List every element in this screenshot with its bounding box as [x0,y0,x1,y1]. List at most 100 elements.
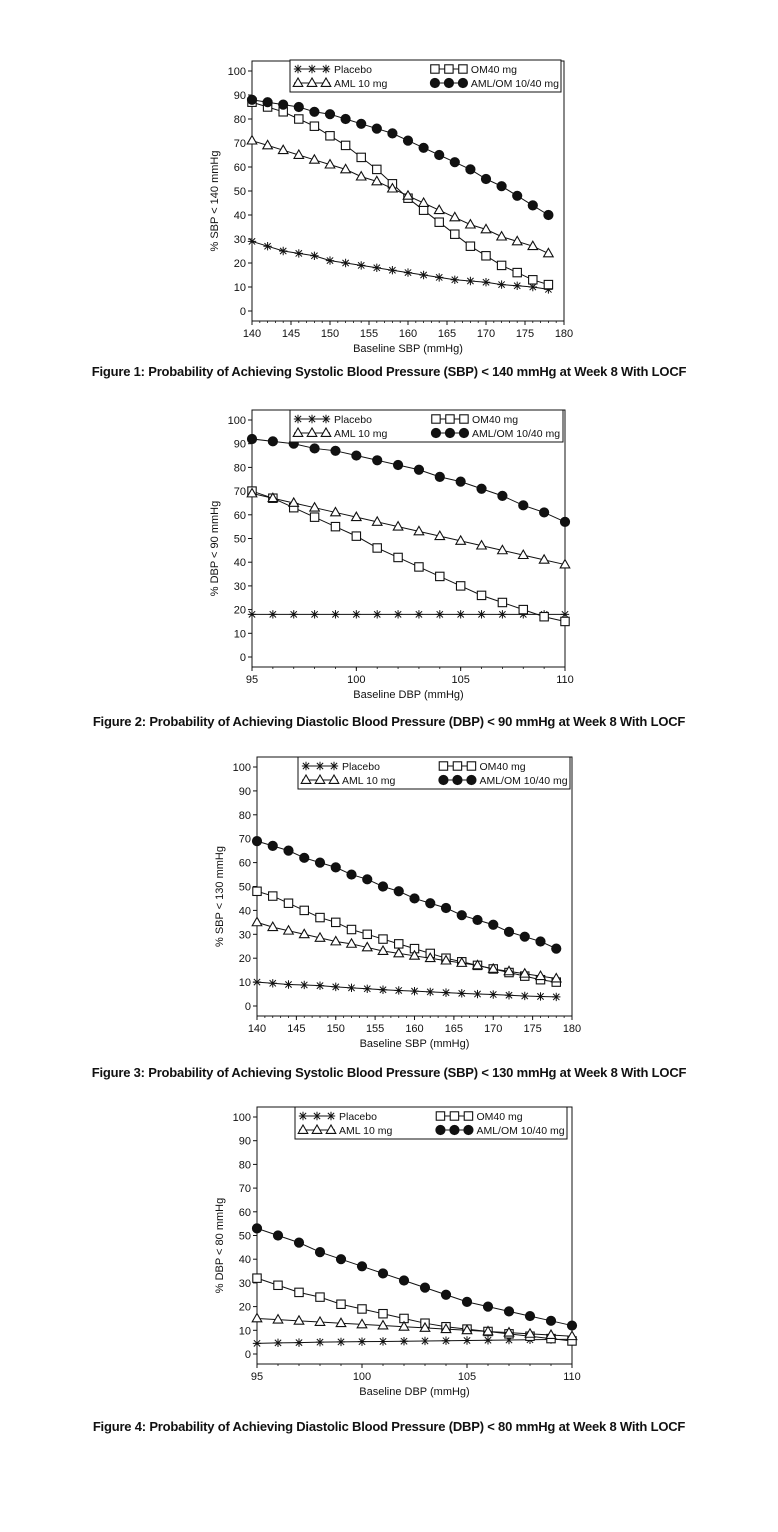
data-point [246,487,258,498]
data-point [268,610,278,619]
data-point [456,610,465,619]
data-point [544,285,553,294]
x-axis-label: Baseline SBP (mmHg) [353,343,463,355]
data-point [457,989,466,998]
data-point [335,1254,347,1265]
data-point [392,459,404,471]
legend-marker [320,76,332,87]
legend-label: Placebo [334,64,372,76]
legend-marker [443,77,455,89]
legend-marker [321,64,331,74]
data-point [477,610,486,619]
data-point [293,1237,305,1248]
data-point [538,553,550,564]
y-tick-label: 0 [245,1349,251,1361]
data-point [267,436,278,447]
data-point [393,947,405,958]
data-point [267,891,278,901]
data-point [267,492,279,503]
legend-marker [452,774,463,786]
data-point [481,278,491,287]
y-tick-label: 80 [239,1159,251,1171]
data-point [268,979,277,988]
data-point [324,158,336,169]
legend-label: AML/OM 10/40 mg [479,775,567,787]
data-point [449,211,461,222]
legend-marker [315,761,325,771]
data-point [315,981,325,990]
data-point [308,153,321,164]
legend-marker [301,761,311,771]
data-point [283,845,294,856]
data-point [371,175,383,186]
data-point [289,610,298,619]
x-tick-label: 140 [243,328,261,340]
chart-3: 0 10 20 30 40 50 60 70 80 90 100 140 145 150 155 160 165… [214,756,581,1050]
x-tick-label: 180 [555,328,573,340]
data-point [539,507,550,518]
legend-marker [321,414,331,424]
data-point [314,1315,326,1326]
plot-frame [251,409,566,668]
series-star [247,237,553,294]
data-point [325,131,335,141]
series-square [247,97,554,290]
figure-4: 0 10 20 30 40 50 60 70 80 90 100 95 100 105 110 Baselin… [0,1102,778,1447]
data-point [498,610,507,619]
data-point [309,512,320,522]
data-point [294,114,304,124]
legend-marker [435,1111,446,1121]
y-tick-label: 60 [234,162,246,174]
y-tick-label: 10 [239,977,251,989]
data-point [454,534,467,545]
x-tick-label: 155 [366,1023,384,1035]
legend-label: OM40 mg [472,414,518,426]
x-tick-label: 170 [477,328,495,340]
x-tick-label: 110 [563,1371,581,1383]
data-point [465,164,476,175]
series-circle [246,94,554,221]
y-tick-label: 80 [234,114,246,126]
x-tick-label: 100 [353,1371,371,1383]
data-point [545,1315,557,1326]
legend-label: Placebo [339,1111,377,1123]
data-point [517,548,530,560]
data-point [482,1301,494,1312]
data-point [351,450,362,461]
data-point [441,1336,451,1345]
data-point [299,905,309,916]
data-point [559,516,571,528]
data-point [420,1336,430,1346]
legend-label: AML 10 mg [339,1125,392,1137]
legend-label: AML/OM 10/40 mg [471,78,559,90]
data-point [466,276,475,286]
data-point [435,273,444,282]
data-point [361,941,373,952]
legend-marker [458,64,468,74]
x-tick-label: 95 [246,674,258,686]
data-point [543,279,554,290]
data-point [346,869,357,880]
data-point [252,886,262,897]
data-point [520,991,529,1001]
data-point [566,1330,578,1341]
y-tick-label: 10 [239,1325,251,1337]
figure-3-caption: Figure 3: Probability of Achieving Systo… [91,1065,687,1080]
data-point [287,496,300,507]
data-point [377,944,389,955]
data-point [309,121,320,131]
y-tick-label: 30 [239,1278,251,1290]
data-point [388,266,397,275]
y-tick-label: 30 [239,929,251,941]
data-point [435,571,445,582]
x-tick-label: 105 [451,674,469,686]
chart-1: 0 10 20 30 40 50 60 70 80 90 100 140 145 150 155 160 165… [209,59,573,355]
data-point [461,1324,473,1335]
y-tick-label: 10 [234,282,246,294]
data-point [278,99,289,110]
y-tick-label: 40 [239,905,251,917]
data-point [372,164,382,175]
y-tick-label: 20 [239,1302,251,1314]
data-point [550,972,562,983]
data-point [461,1296,473,1307]
